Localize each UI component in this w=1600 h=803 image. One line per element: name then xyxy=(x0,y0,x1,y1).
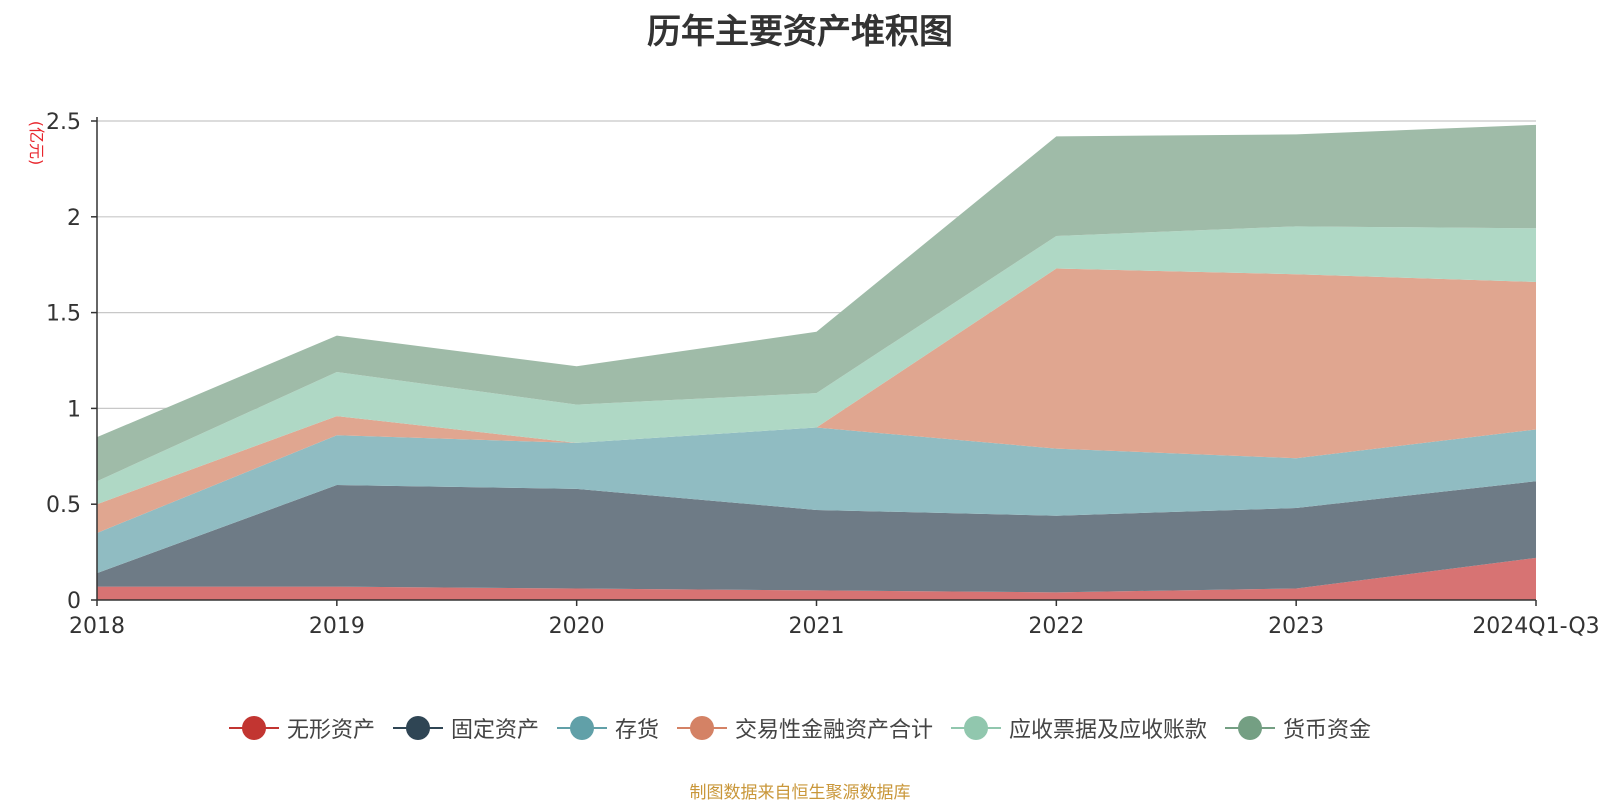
area-chart: 0 0.5 1 1.5 2 2.5 2018 2019 2020 2021 2022 2023 2024… xyxy=(27,110,1600,639)
stacked-areas xyxy=(97,124,1536,600)
y-tick-label: 1 xyxy=(67,397,81,422)
y-tick-label: 0.5 xyxy=(46,493,81,518)
legend-item-1[interactable]: 固定资产 xyxy=(392,712,539,744)
y-tick-label: 2.5 xyxy=(46,110,81,135)
x-tick-label: 2021 xyxy=(789,614,845,639)
x-tick-label: 2019 xyxy=(309,614,365,639)
legend-label: 固定资产 xyxy=(450,718,539,743)
x-tick-label: 2024Q1-Q3 xyxy=(1472,614,1599,639)
legend-item-3[interactable]: 交易性金融资产合计 xyxy=(677,712,933,744)
legend-item-4[interactable]: 应收票据及应收账款 xyxy=(951,712,1207,744)
legend-marker-icon xyxy=(228,715,279,741)
legend-label: 无形资产 xyxy=(286,718,375,743)
chart-title: 历年主要资产堆积图 xyxy=(647,12,953,52)
area-series-4[interactable] xyxy=(97,226,1536,505)
area-series-3[interactable] xyxy=(97,268,1536,533)
source-note: 制图数据来自恒生聚源数据库 xyxy=(689,783,911,803)
area-series-2[interactable] xyxy=(97,427,1536,574)
y-axis-unit-label: (亿元) xyxy=(27,121,46,166)
y-tick-label: 0 xyxy=(67,589,81,614)
legend-marker-icon xyxy=(392,715,443,741)
legend-item-2[interactable]: 存货 xyxy=(556,712,659,744)
legend-marker-icon xyxy=(556,715,607,741)
x-tick-label: 2018 xyxy=(69,614,125,639)
legend-label: 存货 xyxy=(614,718,659,743)
area-series-5[interactable] xyxy=(97,124,1536,482)
legend-label: 应收票据及应收账款 xyxy=(1009,718,1208,743)
area-series-1[interactable] xyxy=(97,481,1536,593)
legend: 无形资产 固定资产 存货 交易性金融资产合计 应收票据及应收账款 货币资金 xyxy=(0,712,1600,744)
area-series-0[interactable] xyxy=(97,557,1536,600)
legend-item-0[interactable]: 无形资产 xyxy=(228,712,375,744)
x-tick-label: 2022 xyxy=(1028,614,1084,639)
legend-marker-icon xyxy=(677,715,727,741)
x-tick-label: 2023 xyxy=(1268,614,1324,639)
legend-label: 交易性金融资产合计 xyxy=(735,718,934,743)
legend-marker-icon xyxy=(951,715,1002,741)
x-tick-label: 2020 xyxy=(549,614,605,639)
legend-marker-icon xyxy=(1225,715,1276,741)
y-tick-label: 1.5 xyxy=(46,302,81,327)
y-tick-label: 2 xyxy=(67,206,81,231)
legend-item-5[interactable]: 货币资金 xyxy=(1225,712,1371,744)
legend-label: 货币资金 xyxy=(1283,718,1372,743)
axes: 0 0.5 1 1.5 2 2.5 2018 2019 2020 2021 2022 2023 2024… xyxy=(46,110,1600,639)
